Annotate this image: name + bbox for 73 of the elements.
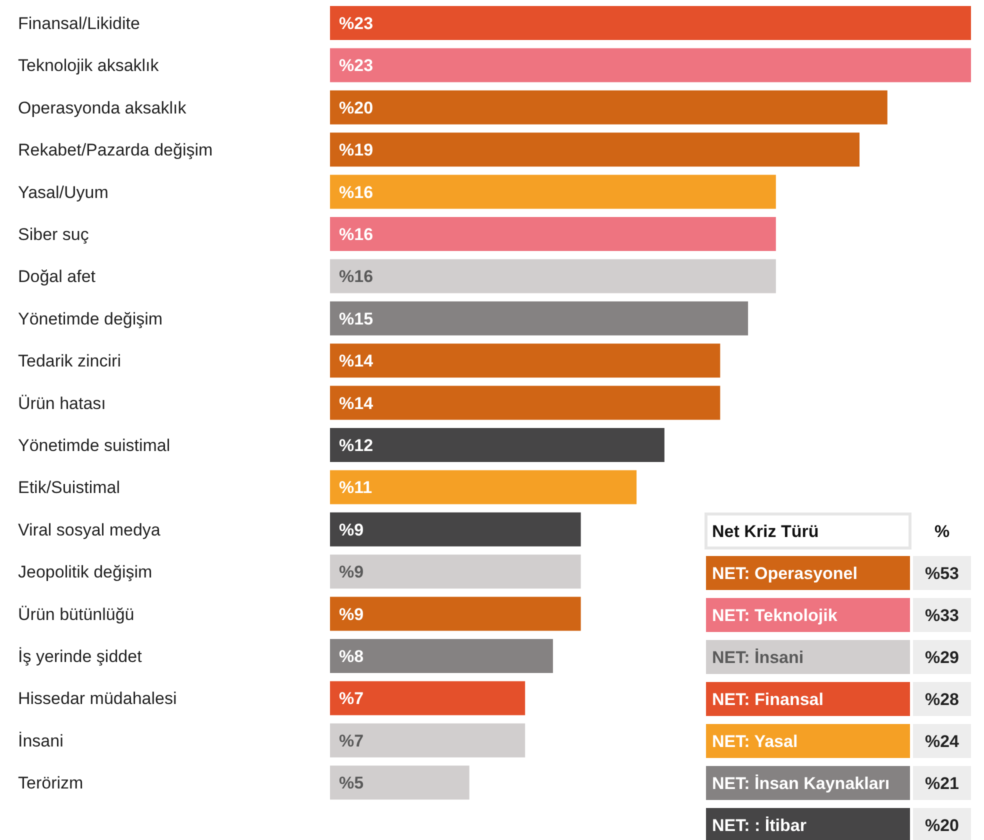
text: %21 [924,774,960,793]
bar [330,639,553,673]
bar [330,386,720,420]
bar [330,512,581,546]
bar [330,90,888,124]
bar [330,217,776,251]
y-tick-label: İnsani [18,731,64,750]
data-label: %8 [339,646,364,666]
y-tick-label: Rekabet/Pazarda değişim [18,140,213,160]
bar [330,344,720,378]
y-tick-label: Yönetimde suistimal [18,436,170,455]
category-label: NET: İnsan Kaynakları [712,774,890,793]
y-tick-label: Siber suç [18,224,90,244]
text: %33 [924,606,960,625]
y-tick-label: Viral sosyal medya [18,520,161,540]
y-tick-label: Ürün hatası [18,394,106,413]
y-tick-label: Etik/Suistimal [18,478,120,498]
category-label: NET: Teknolojik [712,606,838,625]
data-label: %16 [339,224,374,244]
bar [330,48,971,82]
text: %24 [924,732,960,751]
data-label: %11 [339,478,372,498]
y-tick-label: Doğal afet [18,267,96,286]
bar [330,6,971,40]
data-label: %9 [339,562,364,582]
bar [330,132,860,167]
data-label: %12 [339,436,374,455]
bar [330,301,748,336]
category-label: NET: : İtibar [712,816,807,835]
y-tick-label: Ürün bütünlüğü [18,604,134,624]
bar [330,470,637,504]
bar [330,259,776,294]
bar [330,596,581,631]
text: %53 [924,564,960,583]
data-label: %9 [339,520,364,540]
text: %28 [924,690,960,709]
data-label: %23 [339,56,374,76]
category-label: NET: Finansal [712,690,824,709]
text: %20 [924,816,960,835]
data-label: %14 [339,352,374,371]
bar [330,723,526,758]
data-label: %5 [339,774,364,793]
data-label: %7 [339,689,364,708]
category-label: NET: Yasal [712,732,798,751]
y-tick-label: Finansal/Likidite [18,14,140,33]
bar [330,554,581,589]
y-tick-label: Teknolojik aksaklık [18,56,160,76]
text: % [934,522,950,541]
category-label: NET: İnsani [712,648,804,667]
bar [330,681,526,716]
y-tick-label: Tedarik zinciri [18,352,121,371]
bar [330,174,776,209]
y-tick-label: İş yerinde şiddet [18,646,142,666]
data-label: %14 [339,394,374,413]
bar [330,428,664,462]
data-label: %15 [339,309,374,328]
data-label: %23 [339,14,374,33]
data-label: %16 [339,267,374,286]
y-tick-label: Jeopolitik değişim [18,562,152,582]
y-tick-label: Terörizm [18,774,84,793]
y-tick-label: Hissedar müdahalesi [18,689,177,708]
data-label: %19 [339,140,374,160]
y-tick-label: Yönetimde değişim [18,309,163,328]
data-label: %9 [339,604,364,624]
category-label: NET: Operasyonel [712,564,858,583]
bar [330,766,470,800]
data-label: %16 [339,182,374,202]
text: %29 [924,648,960,667]
data-label: %7 [339,731,364,750]
data-label: %20 [339,98,374,118]
text: Net Kriz Türü [712,522,819,541]
y-tick-label: Yasal/Uyum [18,182,108,202]
y-tick-label: Operasyonda aksaklık [18,98,187,118]
